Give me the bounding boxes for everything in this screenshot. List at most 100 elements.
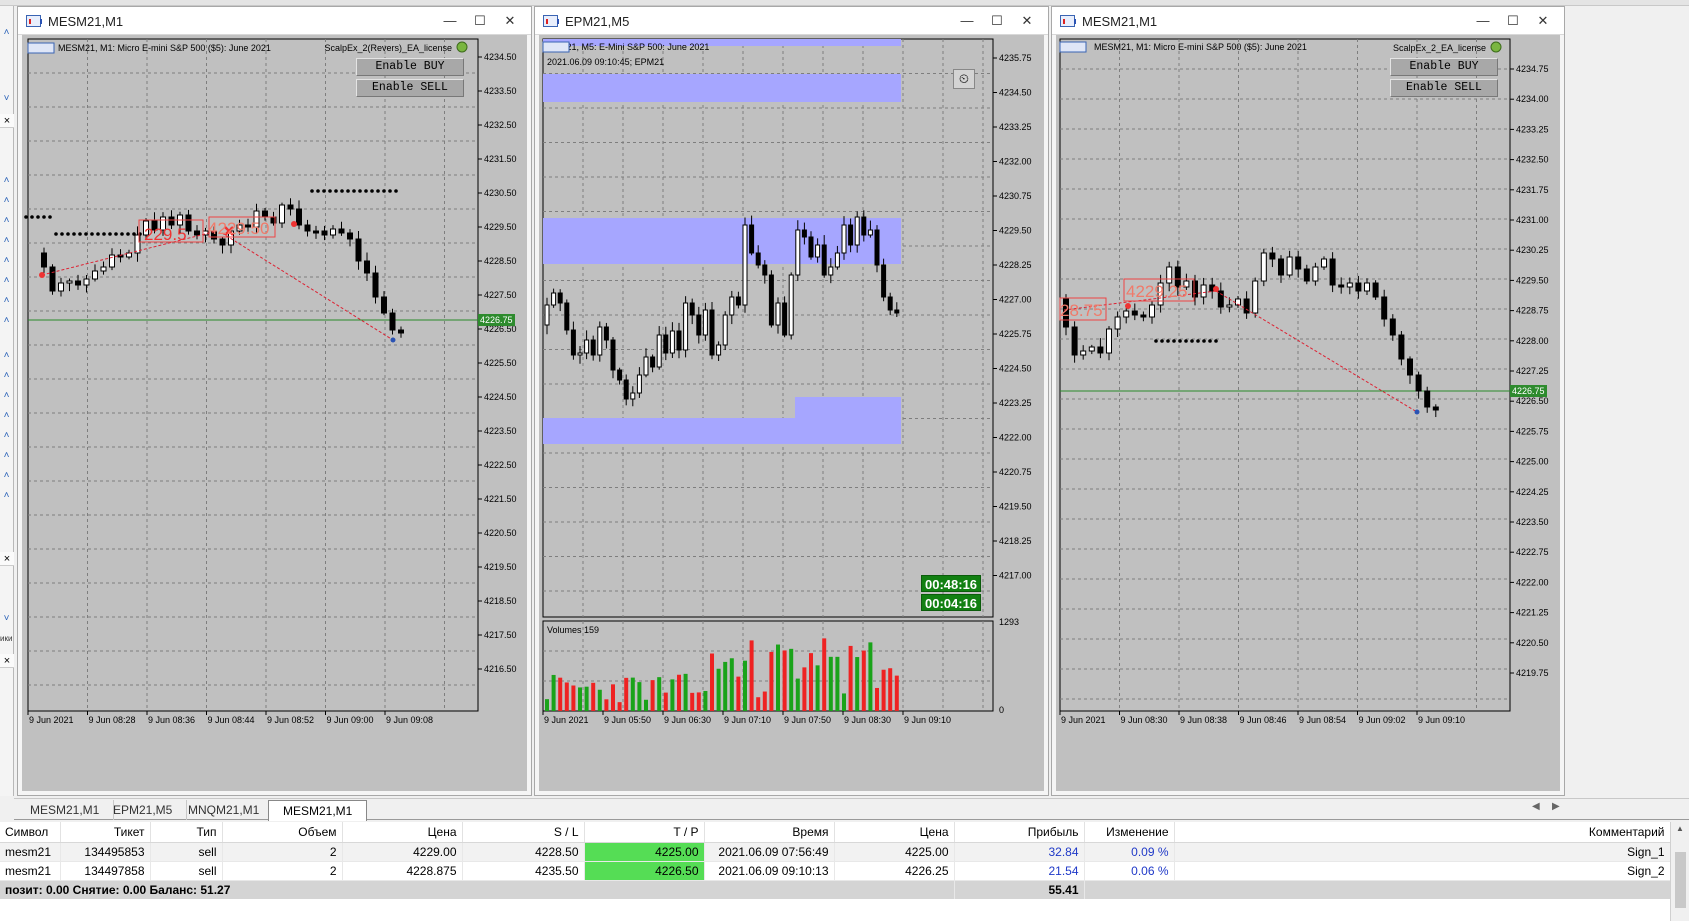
candle-bear <box>347 232 353 240</box>
ea-level-dot <box>370 189 374 193</box>
cell-current-price: 4226.25 <box>834 861 955 881</box>
tree-expand-icon[interactable]: ˄ <box>3 370 10 381</box>
tree-expand-icon[interactable]: ˄ <box>3 490 10 501</box>
tree-expand-icon[interactable]: ˄ <box>3 235 10 246</box>
panel-close-icon[interactable]: × <box>0 114 14 128</box>
tree-expand-icon[interactable]: ˄ <box>3 390 10 401</box>
cell-ticket: 134497858 <box>60 861 151 881</box>
minimize-icon[interactable]: — <box>960 13 974 28</box>
chart-window-epm21-m5[interactable]: EPM21,M5 — ☐ ✕ 4235.75 4234.50 4233.25 4232… <box>534 6 1049 796</box>
tree-expand-icon[interactable]: ˄ <box>3 275 10 286</box>
price-chart[interactable]: 4235.75 4234.50 4233.25 4232.00 4230.75 4229.… <box>539 35 1044 791</box>
time-axis-label: 9 Jun 05:50 <box>604 715 651 725</box>
scrollbar-thumb[interactable] <box>1675 852 1686 908</box>
trade-panel-scrollbar[interactable]: ▲ <box>1670 822 1689 921</box>
zone-band <box>543 218 901 264</box>
column-header-symbol[interactable]: Символ <box>0 822 61 843</box>
chart-tab[interactable]: MNQM21,M1 <box>174 800 275 820</box>
panel-close-icon[interactable]: × <box>0 552 14 566</box>
tree-expand-icon[interactable]: ˄ <box>3 195 10 206</box>
price-axis-label: 4218.25 <box>999 536 1032 546</box>
tree-expand-icon[interactable]: ˄ <box>3 255 10 266</box>
column-header-sl[interactable]: S / L <box>462 822 585 843</box>
tree-expand-icon[interactable]: ˄ <box>3 215 10 226</box>
clock-icon[interactable]: ⏲ <box>953 69 975 89</box>
column-header-profit[interactable]: Прибыль <box>954 822 1085 843</box>
scroll-down-icon[interactable]: ˅ <box>3 93 10 104</box>
price-axis-label: 4218.50 <box>484 596 517 606</box>
tree-expand-icon[interactable]: ˄ <box>3 315 10 326</box>
tree-expand-icon[interactable]: ˄ <box>3 450 10 461</box>
price-chart[interactable]: 4234.50 4233.50 4232.50 4231.50 4230.50 4229.… <box>22 35 527 791</box>
close-icon[interactable]: ✕ <box>1537 13 1549 28</box>
tree-expand-icon[interactable]: ˄ <box>3 470 10 481</box>
panel-close-icon[interactable]: × <box>0 654 14 668</box>
chart-tab-active[interactable]: MESM21,M1 <box>268 800 368 821</box>
volume-bar <box>861 650 866 711</box>
candle-bear <box>755 252 761 266</box>
candle-bear <box>1243 298 1250 314</box>
enable-buy-button[interactable]: Enable BUY <box>1390 58 1498 76</box>
minimize-icon[interactable]: — <box>443 13 457 28</box>
tree-expand-icon[interactable]: ˄ <box>3 430 10 441</box>
cell-sl: 4228.50 <box>462 842 585 862</box>
column-header-ticket[interactable]: Тикет <box>60 822 151 843</box>
price-chart[interactable]: 4234.75 4234.00 4233.25 4232.50 4231.75 4231.… <box>1056 35 1560 791</box>
column-header-comment[interactable]: Комментарий <box>1174 822 1671 843</box>
column-header-time[interactable]: Время <box>704 822 835 843</box>
candlestick-chart[interactable]: 4235.75 4234.50 4233.25 4232.00 4230.75 4229.… <box>539 35 1044 791</box>
close-icon[interactable]: ✕ <box>1021 13 1033 28</box>
table-row[interactable]: mesm21 134495853 sell 2 4229.00 4228.50 4225.0… <box>0 842 1671 862</box>
candle-bear <box>709 309 715 356</box>
tab-scroll-left-icon[interactable]: ◀ <box>1532 801 1540 812</box>
enable-sell-button[interactable]: Enable SELL <box>356 79 464 97</box>
chart-window-mesm21-m1[interactable]: MESM21,M1 — ☐ ✕ 4234.75 4234.00 4233.25 423… <box>1051 6 1565 796</box>
candle-bear <box>49 266 56 292</box>
column-header-current-price[interactable]: Цена <box>834 822 955 843</box>
candle-bull <box>788 274 794 336</box>
tree-expand-icon[interactable]: ˄ <box>3 350 10 361</box>
column-header-change[interactable]: Изменение <box>1084 822 1175 843</box>
table-row[interactable]: mesm21 134497858 sell 2 4228.875 4235.50 4226.… <box>0 861 1671 881</box>
candle-bear <box>821 244 827 276</box>
chart-window-titlebar[interactable]: EPM21,M5 — ☐ ✕ <box>535 7 1048 35</box>
close-icon[interactable]: ✕ <box>504 13 516 28</box>
column-header-volume[interactable]: Объем <box>222 822 343 843</box>
chart-tab[interactable]: EPM21,M5 <box>99 800 188 820</box>
ea-level-dot <box>114 232 118 236</box>
ea-level-dot <box>102 232 106 236</box>
enable-sell-button[interactable]: Enable SELL <box>1390 79 1498 97</box>
ea-level-dot <box>346 189 350 193</box>
candlestick-chart[interactable]: 4234.75 4234.00 4233.25 4232.50 4231.75 4231.… <box>1056 35 1560 791</box>
candle-bear <box>219 238 226 246</box>
column-header-tp[interactable]: T / P <box>584 822 705 843</box>
chart-tab[interactable]: MESM21,M1 <box>16 800 115 820</box>
chart-window-mesm21-m1-reverse[interactable]: MESM21,M1 — ☐ ✕ 4234.50 4233.50 4232.50 423… <box>17 6 532 796</box>
scroll-down-icon[interactable]: ˅ <box>3 613 10 624</box>
column-header-open-price[interactable]: Цена <box>342 822 463 843</box>
chart-window-titlebar[interactable]: MESM21,M1 — ☐ ✕ <box>1052 7 1564 35</box>
candlestick-chart[interactable]: 4234.50 4233.50 4232.50 4231.50 4230.50 4229.… <box>22 35 527 791</box>
tab-scroll-right-icon[interactable]: ▶ <box>1552 801 1560 812</box>
scroll-up-icon[interactable]: ▲ <box>1676 824 1684 833</box>
tree-expand-icon[interactable]: ˄ <box>3 295 10 306</box>
time-axis-label: 9 Jun 08:52 <box>267 715 314 725</box>
enable-buy-button[interactable]: Enable BUY <box>356 58 464 76</box>
maximize-icon[interactable]: ☐ <box>474 13 486 28</box>
price-axis-label: 4232.50 <box>1516 155 1549 165</box>
tree-expand-icon[interactable]: ˄ <box>3 175 10 186</box>
maximize-icon[interactable]: ☐ <box>991 13 1003 28</box>
candle-bear <box>1278 258 1284 276</box>
maximize-icon[interactable]: ☐ <box>1507 13 1519 28</box>
time-axis-label: 9 Jun 06:30 <box>664 715 711 725</box>
trade-exit-marker <box>1414 409 1420 415</box>
column-header-type[interactable]: Тип <box>150 822 223 843</box>
minimize-icon[interactable]: — <box>1476 13 1490 28</box>
candle-bear <box>623 379 629 400</box>
volume-bar <box>769 651 774 711</box>
scroll-up-icon[interactable]: ˄ <box>3 27 10 38</box>
chart-info-line: MESM21, M1: Micro E-mini S&P 500 ($5): J… <box>1094 42 1307 52</box>
tree-expand-icon[interactable]: ˄ <box>3 410 10 421</box>
chart-window-titlebar[interactable]: MESM21,M1 — ☐ ✕ <box>18 7 531 35</box>
